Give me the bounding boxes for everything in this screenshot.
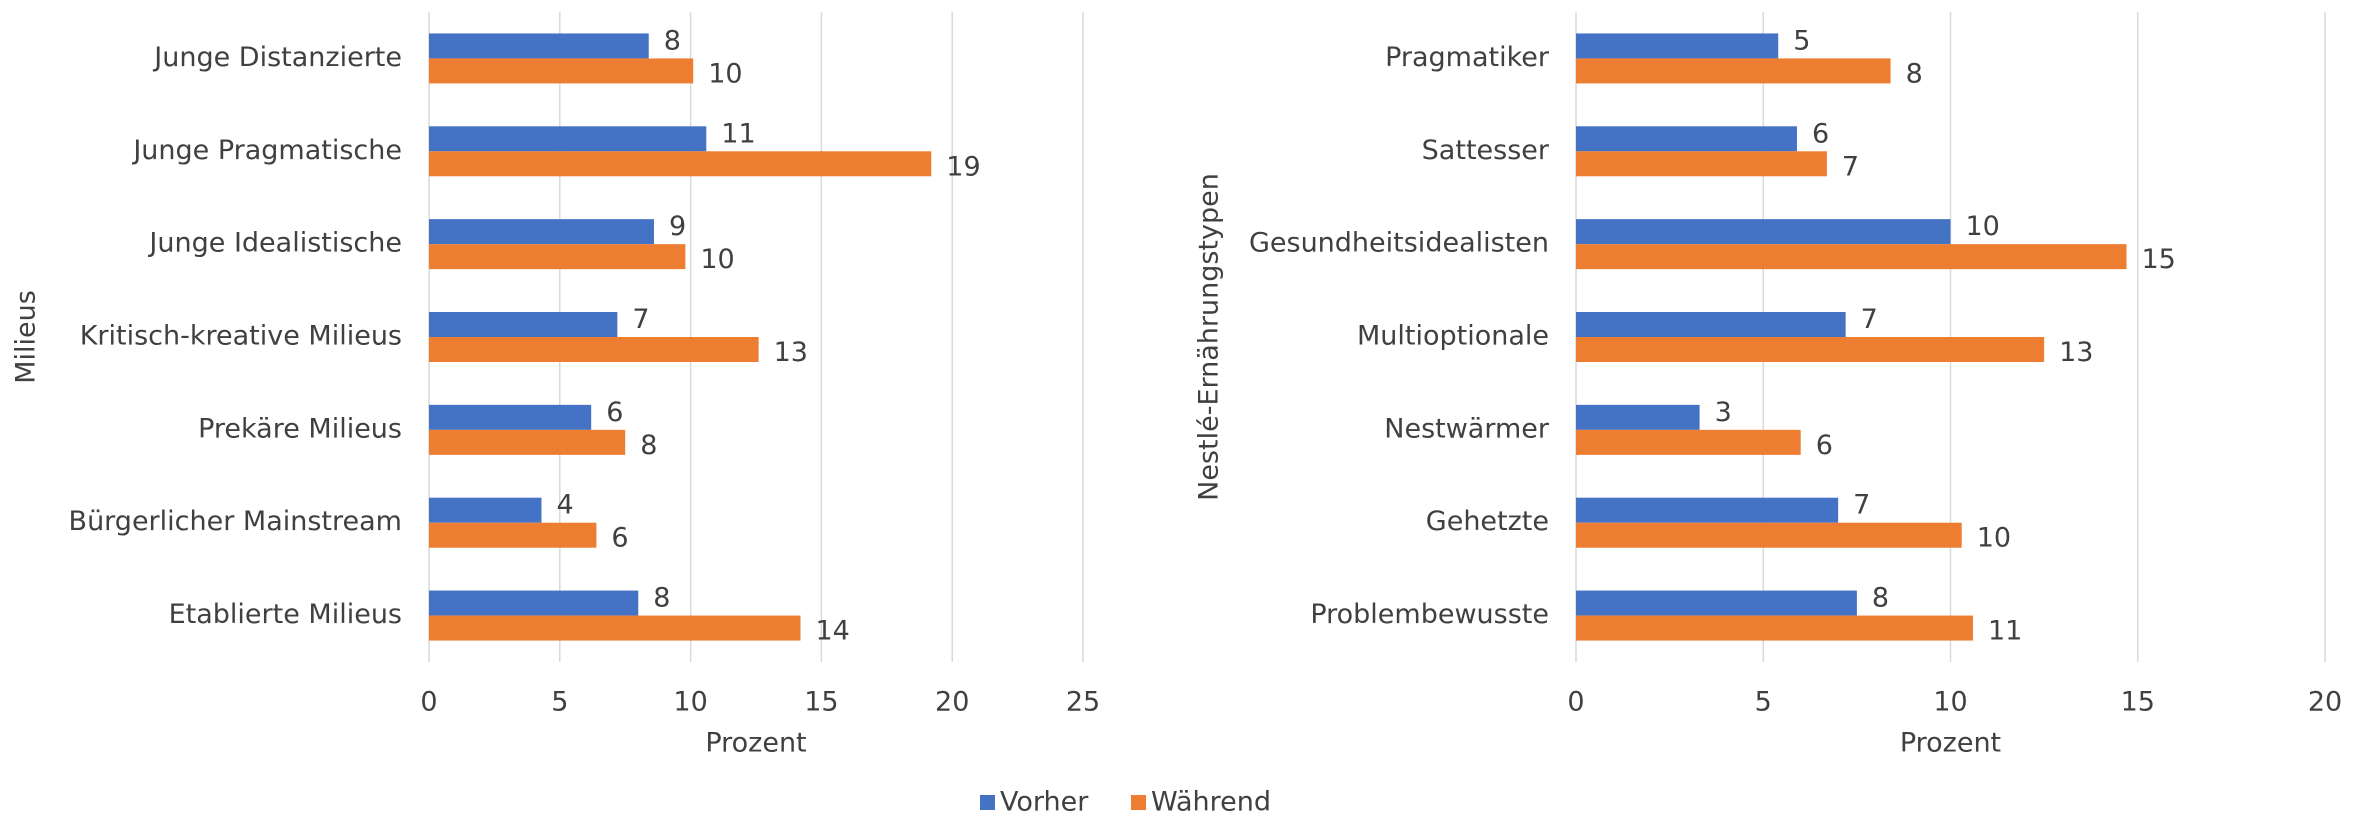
y-tick-label: Problembewusste [1310, 599, 1549, 630]
data-label: 8 [640, 430, 657, 461]
data-label: 7 [1842, 151, 1859, 182]
x-tick-label: 15 [804, 687, 838, 718]
x-tick-label: 0 [420, 687, 437, 718]
data-label: 9 [669, 211, 686, 242]
bar [429, 429, 626, 455]
bar [1576, 244, 2127, 270]
data-label: 13 [2059, 337, 2093, 368]
data-label: 7 [632, 304, 649, 335]
bar [429, 590, 639, 616]
data-label: 4 [556, 490, 573, 521]
legend-swatch [1131, 795, 1146, 810]
data-label: 10 [1977, 523, 2011, 554]
data-label: 6 [611, 523, 628, 554]
data-label: 5 [1793, 25, 1810, 56]
y-tick-label: Prekäre Milieus [198, 413, 402, 444]
data-label: 19 [946, 151, 980, 182]
data-label: 6 [1812, 118, 1829, 149]
y-tick-label: Junge Pragmatische [131, 135, 402, 166]
y-tick-label: Junge Idealistische [147, 228, 402, 259]
bar [429, 244, 686, 270]
bar [1576, 312, 1846, 337]
data-label: 8 [653, 583, 670, 614]
data-label: 10 [1966, 211, 2000, 242]
data-label: 14 [815, 616, 849, 647]
data-label: 11 [1988, 616, 2022, 647]
y-axis-title: Milieus [11, 290, 42, 384]
x-tick-label: 20 [2308, 687, 2342, 718]
data-label: 7 [1853, 490, 1870, 521]
bar [1576, 522, 1962, 548]
bar [429, 151, 932, 177]
y-tick-label: Bürgerlicher Mainstream [69, 506, 402, 537]
bar [1576, 497, 1839, 523]
x-axis-title: Prozent [1900, 728, 2001, 759]
data-label: 10 [708, 58, 742, 89]
x-tick-label: 5 [551, 687, 568, 718]
x-tick-label: 5 [1755, 687, 1772, 718]
legend-label: Vorher [1000, 787, 1089, 817]
bar [1576, 404, 1700, 430]
bar [429, 126, 707, 152]
y-tick-label: Pragmatiker [1385, 42, 1550, 73]
bar [1576, 219, 1951, 245]
bar [429, 497, 542, 523]
bar [429, 337, 759, 362]
data-label: 6 [606, 397, 623, 428]
bar [429, 522, 597, 548]
bar [429, 58, 694, 84]
data-label: 8 [664, 25, 681, 56]
x-tick-label: 0 [1567, 687, 1584, 718]
y-tick-label: Multioptionale [1357, 321, 1549, 352]
x-tick-label: 20 [935, 687, 969, 718]
y-tick-label: Gehetzte [1426, 506, 1549, 537]
data-label: 15 [2142, 244, 2176, 275]
bar [1576, 429, 1801, 455]
bar [1576, 615, 1973, 641]
x-tick-label: 15 [2121, 687, 2155, 718]
bar [1576, 58, 1891, 84]
bar [1576, 337, 2045, 362]
y-tick-label: Nestwärmer [1384, 413, 1550, 444]
y-tick-label: Sattesser [1422, 135, 1550, 166]
bar [429, 615, 801, 641]
x-axis-title: Prozent [705, 728, 806, 759]
data-label: 8 [1906, 58, 1923, 89]
data-label: 13 [774, 337, 808, 368]
bar [429, 404, 592, 430]
y-tick-label: Junge Distanzierte [152, 42, 402, 73]
y-tick-label: Etablierte Milieus [169, 599, 402, 630]
x-tick-label: 25 [1066, 687, 1100, 718]
data-label: 11 [721, 118, 755, 149]
legend-swatch [980, 795, 995, 810]
bar [429, 312, 618, 337]
bar [1576, 33, 1779, 59]
x-tick-label: 10 [673, 687, 707, 718]
data-label: 6 [1816, 430, 1833, 461]
data-label: 10 [700, 244, 734, 275]
y-axis-title: Nestlé-Ernährungstypen [1194, 173, 1225, 501]
bar [1576, 126, 1797, 152]
data-label: 3 [1715, 397, 1732, 428]
y-tick-label: Kritisch-kreative Milieus [80, 321, 402, 352]
bar [1576, 590, 1857, 616]
bar [429, 219, 654, 245]
bar [1576, 151, 1827, 177]
bar [429, 33, 649, 59]
data-label: 8 [1872, 583, 1889, 614]
data-label: 7 [1861, 304, 1878, 335]
x-tick-label: 10 [1933, 687, 1967, 718]
y-tick-label: Gesundheitsidealisten [1249, 228, 1549, 259]
legend-label: Während [1151, 787, 1271, 817]
